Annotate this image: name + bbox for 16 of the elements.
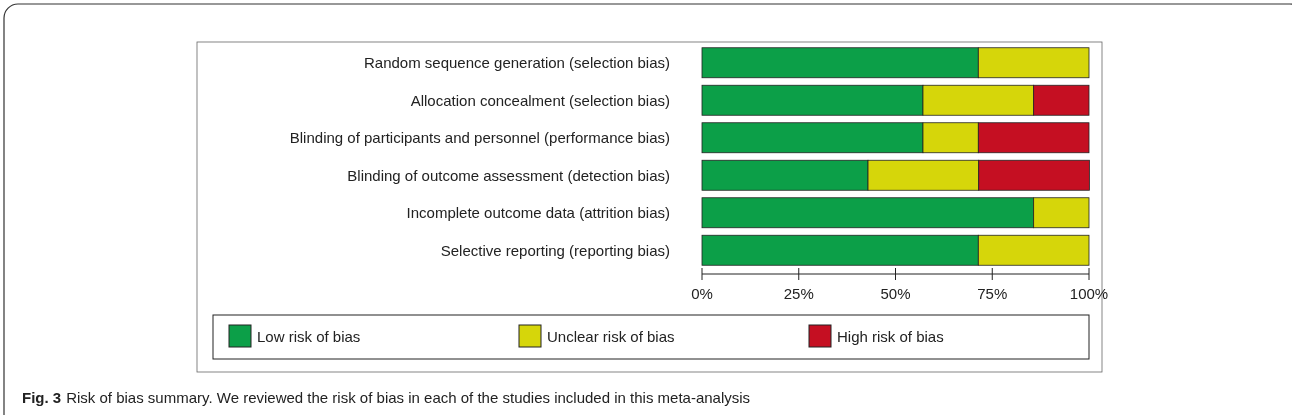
x-tick-label: 25% [783,285,814,302]
y-tick-label: Blinding of outcome assessment (detection bias) [347,166,670,184]
y-tick-label: Allocation concealment (selection bias) [410,91,670,109]
y-tick-label: Random sequence generation (selection bias) [363,54,670,71]
y-tick-label: Selective reporting (reporting bias) [440,241,670,259]
legend-label: Low risk of bias [257,328,361,346]
y-tick-label: Incomplete outcome data (attrition bias) [406,204,670,221]
x-tick-label: 0% [691,285,713,302]
x-tick-label: 100% [1069,285,1109,302]
x-tick-label: 75% [977,285,1008,302]
x-tick-label: 50% [880,285,911,302]
legend-label: Unclear risk of bias [547,328,675,346]
legend-label: High risk of bias [837,328,944,346]
caption: Fig. 3 [22,389,62,406]
y-tick-label: Blinding of participants and personnel (performance bias) [289,129,670,146]
text: Risk of bias summary. We reviewed the risk of bias in each of the studies included in this meta-analysis [66,389,751,406]
